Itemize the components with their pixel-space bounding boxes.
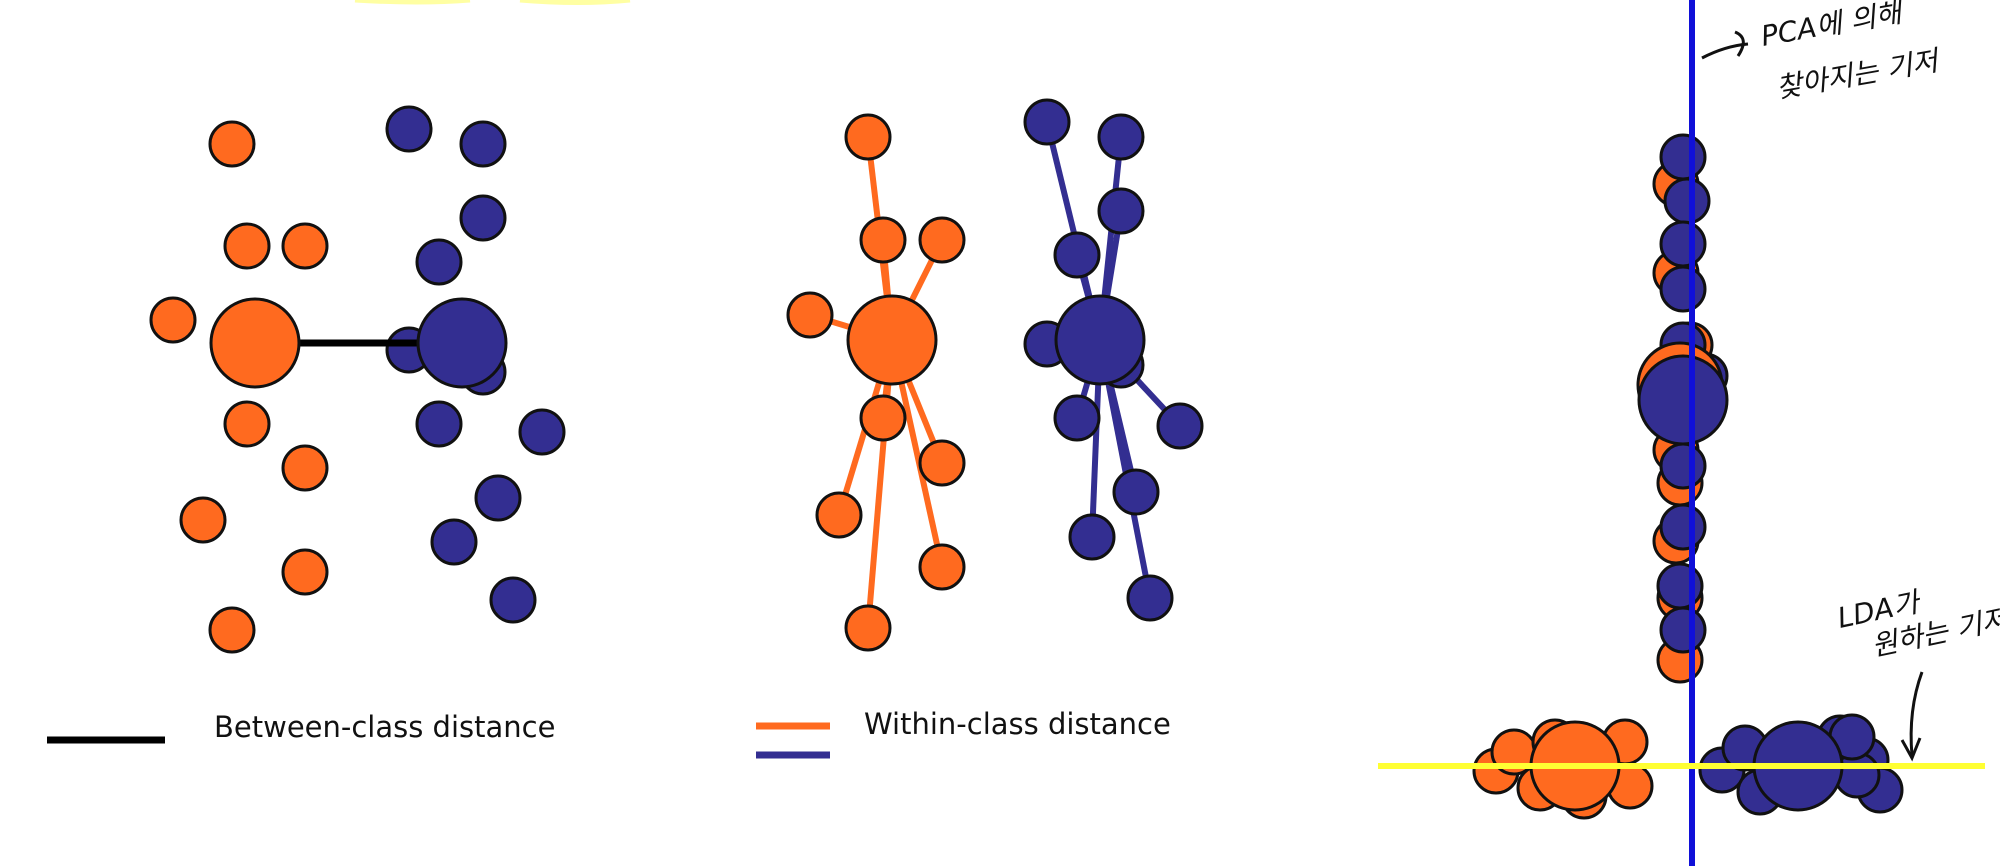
class-b-mean — [1054, 294, 1146, 386]
class-a-point — [859, 394, 907, 442]
class-a-points — [786, 113, 966, 652]
class-b-point — [415, 400, 463, 448]
class-b-point — [1068, 513, 1116, 561]
class-a-point — [786, 291, 834, 339]
class-b-point — [1053, 231, 1101, 279]
class-b-point — [1097, 187, 1145, 235]
between-legend-label: Between-class distance — [214, 710, 555, 744]
class-b-point — [1053, 394, 1101, 442]
class-a-point — [149, 296, 197, 344]
class-a-point — [281, 444, 329, 492]
lda-projected-points — [1472, 713, 1904, 820]
between-class-panel: Between-class distance — [47, 105, 566, 744]
class-b-point — [474, 474, 522, 522]
class-b-point — [415, 238, 463, 286]
class-b-point — [1156, 402, 1204, 450]
class-b-mean — [416, 297, 508, 389]
class-a-mean — [846, 294, 938, 386]
class-a-point — [223, 400, 271, 448]
pca-projected-points — [1636, 133, 1729, 684]
class-a-point — [281, 548, 329, 596]
pca-note-line1: PCA에 의해 — [1758, 0, 1907, 53]
class-a-mean — [209, 297, 301, 389]
projection-panel: PCA에 의해 찾아지는 기저 LDA가 원하는 기저 — [1378, 0, 2000, 866]
class-b-point — [385, 105, 433, 153]
pca-note-line2: 찾아지는 기저 — [1773, 43, 1943, 104]
highlight-stroke — [354, 0, 631, 5]
class-b-points — [1023, 98, 1204, 622]
within-legend-label: Within-class distance — [864, 707, 1171, 741]
class-a-point — [179, 496, 227, 544]
class-b-point — [430, 518, 478, 566]
pca-annotation: PCA에 의해 찾아지는 기저 — [1701, 0, 1943, 105]
class-a-point — [859, 216, 907, 264]
class-b-point — [1097, 113, 1145, 161]
class-b-points — [385, 105, 566, 624]
class-a-point — [918, 543, 966, 591]
class-b-point — [489, 576, 537, 624]
within-class-panel: Within-class distance — [756, 98, 1204, 759]
class-b-point — [459, 120, 507, 168]
class-b-point — [1023, 98, 1071, 146]
class-b-point — [1126, 574, 1174, 622]
class-a-point — [208, 120, 256, 168]
class-a-point — [281, 222, 329, 270]
class-a-point — [918, 439, 966, 487]
class-a-points — [149, 120, 329, 654]
class-a-point — [208, 606, 256, 654]
class-a-point — [844, 113, 892, 161]
class-b-point — [459, 194, 507, 242]
class-a-point — [918, 216, 966, 264]
class-b-point — [518, 408, 566, 456]
class-a-point — [223, 222, 271, 270]
class-a-point — [844, 604, 892, 652]
class-a-point — [815, 491, 863, 539]
class-b-point — [1112, 468, 1160, 516]
